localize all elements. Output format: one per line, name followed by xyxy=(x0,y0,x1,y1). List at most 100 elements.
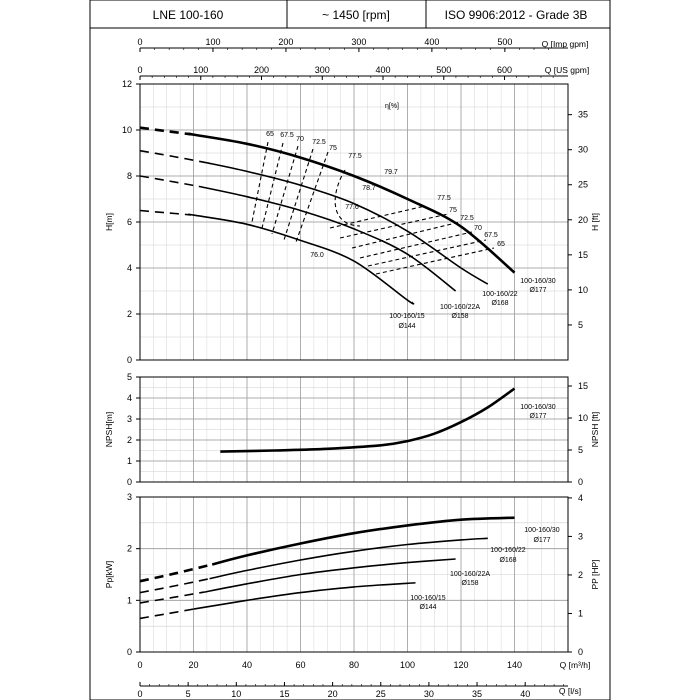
right-tick-label: 0 xyxy=(578,647,583,657)
y-axis-label: Pp[kW] xyxy=(104,561,114,588)
y-axis-label-right: NPSH [ft] xyxy=(590,412,600,447)
chart-frame xyxy=(89,27,611,700)
ls-tick-label: 0 xyxy=(137,689,142,699)
us-gpm-tick-label: 0 xyxy=(137,65,142,75)
efficiency-iso-line xyxy=(339,213,449,239)
right-tick-label: 0 xyxy=(578,477,583,487)
series-label-diameter: Ø158 xyxy=(461,580,478,587)
series-label-name: 100-160/30 xyxy=(520,404,556,411)
top-axes: Q [Imp gpm] Q [US gpm] 0 100 200 300 400 500 0… xyxy=(137,37,589,80)
efficiency-value: 79.7 xyxy=(384,169,398,176)
efficiency-value: 70 xyxy=(296,136,304,143)
y-tick-label: 0 xyxy=(127,477,132,487)
right-tick-label: 25 xyxy=(578,180,588,190)
ls-axis-label: Q [l/s] xyxy=(559,686,581,696)
series-label-name: 100-160/30 xyxy=(520,278,556,285)
efficiency-iso-line xyxy=(351,221,461,249)
y-tick-label: 2 xyxy=(127,435,132,445)
us-gpm-tick-label: 600 xyxy=(497,65,512,75)
imp-gpm-tick-label: 100 xyxy=(205,37,220,47)
series-label-name: 100-160/30 xyxy=(524,527,560,534)
y-tick-label: 6 xyxy=(127,217,132,227)
series-line xyxy=(187,132,516,274)
series-line xyxy=(206,162,489,285)
efficiency-label: η[%] xyxy=(385,103,399,110)
series-label-diameter: Ø177 xyxy=(529,287,546,294)
series-line xyxy=(211,516,515,566)
efficiency-value: 67.5 xyxy=(280,132,294,139)
series-line-dashed xyxy=(139,149,208,164)
ls-tick-label: 35 xyxy=(472,689,482,699)
right-tick-label: 5 xyxy=(578,445,583,455)
series-label-diameter: Ø144 xyxy=(419,604,436,611)
header-standard: ISO 9906:2012 - Grade 3B xyxy=(445,8,588,22)
ls-tick-label: 30 xyxy=(424,689,434,699)
plot-frame xyxy=(139,376,569,483)
efficiency-iso-line xyxy=(283,148,314,241)
efficiency-iso-line xyxy=(359,231,473,259)
y-tick-label: 1 xyxy=(127,595,132,605)
y-tick-label: 4 xyxy=(127,263,132,273)
series-line xyxy=(220,387,516,453)
efficiency-iso-line xyxy=(375,247,495,275)
efficiency-iso-line xyxy=(295,151,329,243)
series-line xyxy=(187,213,415,305)
imp-gpm-tick-label: 200 xyxy=(278,37,293,47)
m3h-tick-label: 20 xyxy=(188,660,198,670)
m3h-tick-label: 40 xyxy=(242,660,252,670)
series-label-diameter: Ø177 xyxy=(529,413,546,420)
right-tick-label: 10 xyxy=(578,285,588,295)
imp-gpm-tick-label: 400 xyxy=(424,37,439,47)
efficiency-value: 72.5 xyxy=(460,215,474,222)
ls-tick-label: 15 xyxy=(279,689,289,699)
y-tick-label: 0 xyxy=(127,647,132,657)
us-gpm-tick-label: 500 xyxy=(436,65,451,75)
series-label-diameter: Ø144 xyxy=(398,323,415,330)
y-tick-label: 3 xyxy=(127,414,132,424)
series-line xyxy=(198,185,457,292)
series-label-name: 100-160/15 xyxy=(389,313,425,320)
imp-gpm-tick-label: 500 xyxy=(497,37,512,47)
series-line-dashed xyxy=(139,577,210,594)
header-model: LNE 100-160 xyxy=(153,8,224,22)
series-label-name: 100-160/22 xyxy=(490,547,526,554)
right-tick-label: 4 xyxy=(578,493,583,503)
y-tick-label: 8 xyxy=(127,171,132,181)
right-tick-label: 30 xyxy=(578,145,588,155)
ls-tick-label: 25 xyxy=(376,689,386,699)
series-line xyxy=(209,537,488,580)
efficiency-value: 65 xyxy=(497,241,505,248)
y-tick-label: 3 xyxy=(127,492,132,502)
y-axis-label: NPSH[m] xyxy=(104,412,114,447)
ls-tick-label: 20 xyxy=(328,689,338,699)
series-label-diameter: Ø168 xyxy=(499,557,516,564)
efficiency-value: 75 xyxy=(449,207,457,214)
efficiency-value: 72.5 xyxy=(312,139,326,146)
efficiency-iso-line xyxy=(329,205,426,229)
right-tick-label: 15 xyxy=(578,250,588,260)
series-line xyxy=(204,558,456,593)
m3h-axis-label: Q [m³/h] xyxy=(560,660,591,670)
right-tick-label: 5 xyxy=(578,320,583,330)
y-tick-label: 1 xyxy=(127,456,132,466)
right-tick-label: 35 xyxy=(578,110,588,120)
efficiency-value: 65 xyxy=(266,131,274,138)
y-axis-label: H[m] xyxy=(104,213,114,231)
y-tick-label: 2 xyxy=(127,309,132,319)
m3h-tick-label: 140 xyxy=(507,660,522,670)
efficiency-iso-line xyxy=(271,145,299,235)
series-label-diameter: Ø158 xyxy=(451,313,468,320)
header: LNE 100-160 ~ 1450 [rpm] ISO 9906:2012 -… xyxy=(89,0,611,29)
m3h-tick-label: 120 xyxy=(453,660,468,670)
us-gpm-tick-label: 100 xyxy=(193,65,208,75)
ls-tick-label: 40 xyxy=(520,689,530,699)
series-label-diameter: Ø168 xyxy=(491,300,508,307)
us-gpm-tick-label: 300 xyxy=(315,65,330,75)
right-tick-label: 15 xyxy=(578,381,588,391)
efficiency-value: 77.5 xyxy=(437,195,451,202)
ls-tick-label: 5 xyxy=(186,689,191,699)
y-tick-label: 0 xyxy=(127,355,132,365)
head-panel: 0 2 4 6 8 10 12 H[m] 5 10 15 20 25 30 35 H [ft] 100-160/… xyxy=(104,79,600,365)
efficiency-iso-line xyxy=(261,142,284,229)
